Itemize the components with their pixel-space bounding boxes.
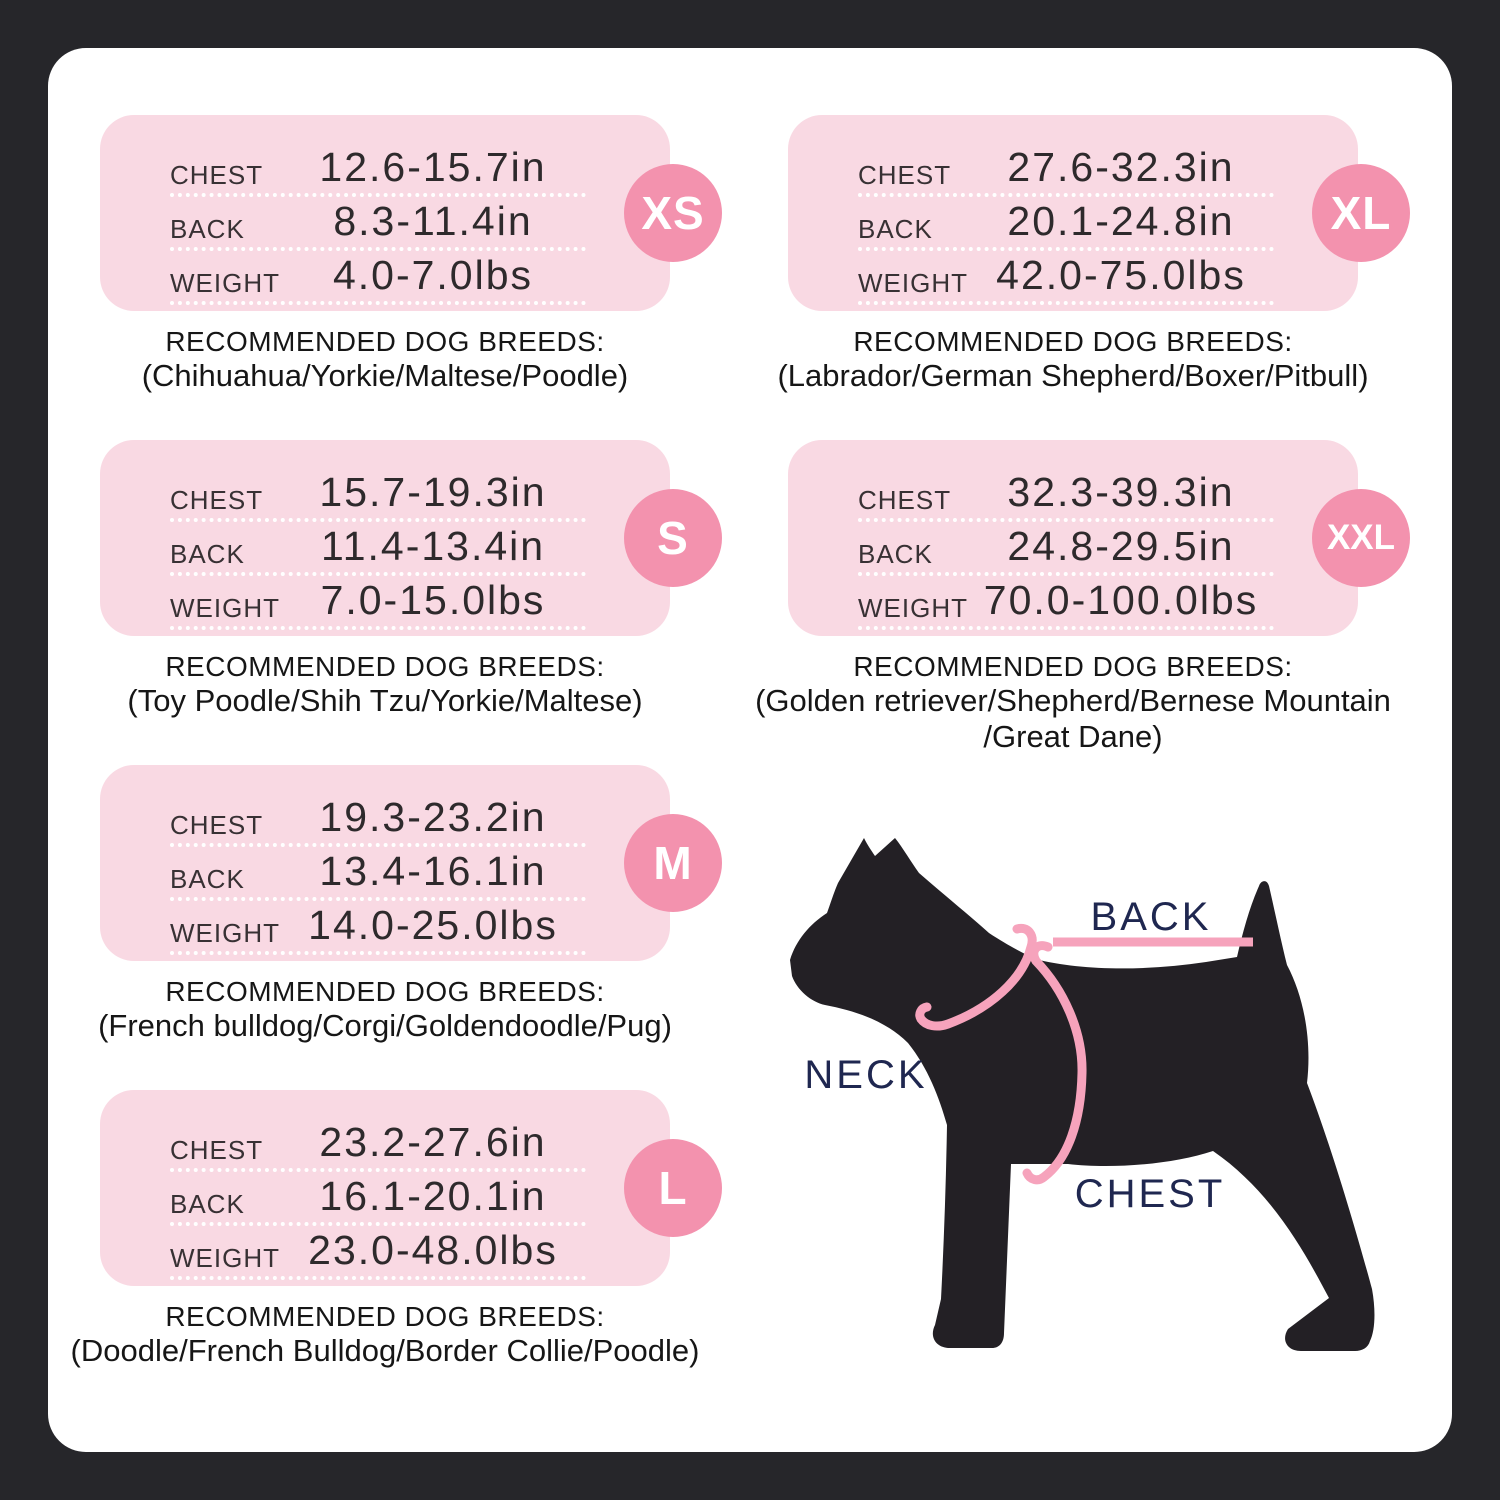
back-label: BACK bbox=[858, 214, 933, 244]
measure-row-chest: CHEST 15.7-19.3in bbox=[170, 468, 586, 522]
breeds-heading: RECOMMENDED DOG BREEDS: bbox=[853, 651, 1293, 682]
back-label: BACK bbox=[170, 1189, 245, 1219]
back-value: 20.1-24.8in bbox=[1007, 198, 1235, 244]
chest-label: CHEST bbox=[858, 485, 952, 515]
measure-row-chest: CHEST 12.6-15.7in bbox=[170, 143, 586, 197]
breeds-list: (Chihuahua/Yorkie/Maltese/Poodle) bbox=[141, 358, 629, 393]
measure-row-back: BACK 13.4-16.1in bbox=[170, 847, 586, 901]
weight-value: 42.0-75.0lbs bbox=[996, 252, 1246, 298]
measure-row-chest: CHEST 19.3-23.2in bbox=[170, 793, 586, 847]
back-label: BACK bbox=[170, 864, 245, 894]
measure-row-weight: WEIGHT 70.0-100.0lbs bbox=[858, 576, 1274, 630]
breeds-list: (Doodle/French Bulldog/Border Collie/Poo… bbox=[70, 1333, 700, 1368]
measure-row-back: BACK 20.1-24.8in bbox=[858, 197, 1274, 251]
size-group-m: CHEST 19.3-23.2in BACK 13.4-16.1in WEIGH… bbox=[98, 765, 722, 1044]
size-card-xs: CHEST 12.6-15.7in BACK 8.3-11.4in WEIGHT… bbox=[100, 115, 722, 311]
chest-value: 15.7-19.3in bbox=[319, 469, 547, 515]
measure-row-chest: CHEST 23.2-27.6in bbox=[170, 1118, 586, 1172]
chest-label: CHEST bbox=[170, 485, 264, 515]
breeds-list: (Toy Poodle/Shih Tzu/Yorkie/Maltese) bbox=[127, 683, 643, 718]
back-label: BACK bbox=[858, 539, 933, 569]
measure-row-back: BACK 8.3-11.4in bbox=[170, 197, 586, 251]
weight-label: WEIGHT bbox=[858, 593, 968, 623]
size-card-xl: CHEST 27.6-32.3in BACK 20.1-24.8in WEIGH… bbox=[788, 115, 1410, 311]
chest-value: 27.6-32.3in bbox=[1007, 144, 1235, 190]
weight-label: WEIGHT bbox=[170, 918, 280, 948]
back-label: BACK bbox=[170, 214, 245, 244]
back-value: 13.4-16.1in bbox=[319, 848, 547, 894]
breeds-note-xs: RECOMMENDED DOG BREEDS: (Chihuahua/Yorki… bbox=[55, 325, 715, 394]
size-badge-xs: XS bbox=[624, 164, 722, 262]
weight-value: 23.0-48.0lbs bbox=[308, 1227, 558, 1273]
breeds-list: (Labrador/German Shepherd/Boxer/Pitbull) bbox=[777, 358, 1369, 393]
neck-label: NECK bbox=[804, 1053, 927, 1097]
size-card-s: CHEST 15.7-19.3in BACK 11.4-13.4in WEIGH… bbox=[100, 440, 722, 636]
size-group-l: CHEST 23.2-27.6in BACK 16.1-20.1in WEIGH… bbox=[71, 1090, 722, 1369]
measure-row-weight: WEIGHT 14.0-25.0lbs bbox=[170, 901, 586, 955]
size-group-xs: CHEST 12.6-15.7in BACK 8.3-11.4in WEIGHT… bbox=[100, 115, 722, 394]
chest-value: 23.2-27.6in bbox=[319, 1119, 547, 1165]
measure-row-weight: WEIGHT 42.0-75.0lbs bbox=[858, 251, 1274, 305]
breeds-list: (French bulldog/Corgi/Goldendoodle/Pug) bbox=[98, 1008, 672, 1043]
dog-measurement-diagram: BACK NECK CHEST bbox=[790, 838, 1375, 1351]
measure-row-chest: CHEST 32.3-39.3in bbox=[858, 468, 1274, 522]
breeds-note-xxl: RECOMMENDED DOG BREEDS: (Golden retrieve… bbox=[743, 650, 1403, 755]
measure-row-weight: WEIGHT 23.0-48.0lbs bbox=[170, 1226, 586, 1280]
weight-label: WEIGHT bbox=[170, 593, 280, 623]
chest-label: CHEST bbox=[170, 810, 264, 840]
size-badge-s: S bbox=[624, 489, 722, 587]
breeds-note-m: RECOMMENDED DOG BREEDS: (French bulldog/… bbox=[55, 975, 715, 1044]
size-card-xxl: CHEST 32.3-39.3in BACK 24.8-29.5in WEIGH… bbox=[788, 440, 1410, 636]
chest-label: CHEST bbox=[1075, 1172, 1226, 1216]
size-badge-l: L bbox=[624, 1139, 722, 1237]
back-value: 8.3-11.4in bbox=[333, 198, 533, 244]
breeds-heading: RECOMMENDED DOG BREEDS: bbox=[165, 976, 605, 1007]
size-card-m: CHEST 19.3-23.2in BACK 13.4-16.1in WEIGH… bbox=[100, 765, 722, 961]
back-label: BACK bbox=[1091, 895, 1212, 939]
chest-measure-line bbox=[1022, 941, 1087, 1185]
size-chart-sheet: CHEST 12.6-15.7in BACK 8.3-11.4in WEIGHT… bbox=[48, 48, 1452, 1452]
size-card-l: CHEST 23.2-27.6in BACK 16.1-20.1in WEIGH… bbox=[100, 1090, 722, 1286]
weight-value: 7.0-15.0lbs bbox=[320, 577, 546, 623]
size-group-xxl: CHEST 32.3-39.3in BACK 24.8-29.5in WEIGH… bbox=[755, 440, 1410, 755]
weight-label: WEIGHT bbox=[170, 268, 280, 298]
size-group-xl: CHEST 27.6-32.3in BACK 20.1-24.8in WEIGH… bbox=[777, 115, 1410, 394]
measure-row-back: BACK 24.8-29.5in bbox=[858, 522, 1274, 576]
size-badge-xl: XL bbox=[1312, 164, 1410, 262]
back-label: BACK bbox=[170, 539, 245, 569]
measure-row-back: BACK 11.4-13.4in bbox=[170, 522, 586, 576]
neck-measure-line bbox=[915, 923, 1037, 1031]
measure-row-weight: WEIGHT 4.0-7.0lbs bbox=[170, 251, 586, 305]
back-value: 11.4-13.4in bbox=[320, 523, 546, 569]
weight-value: 14.0-25.0lbs bbox=[308, 902, 558, 948]
breeds-note-s: RECOMMENDED DOG BREEDS: (Toy Poodle/Shih… bbox=[55, 650, 715, 719]
chest-label: CHEST bbox=[170, 1135, 264, 1165]
chest-label: CHEST bbox=[170, 160, 264, 190]
back-value: 24.8-29.5in bbox=[1007, 523, 1235, 569]
breeds-heading: RECOMMENDED DOG BREEDS: bbox=[853, 326, 1293, 357]
weight-value: 4.0-7.0lbs bbox=[332, 252, 534, 298]
breeds-heading: RECOMMENDED DOG BREEDS: bbox=[165, 1301, 605, 1332]
size-group-s: CHEST 15.7-19.3in BACK 11.4-13.4in WEIGH… bbox=[100, 440, 722, 719]
breeds-heading: RECOMMENDED DOG BREEDS: bbox=[165, 651, 605, 682]
breeds-note-xl: RECOMMENDED DOG BREEDS: (Labrador/German… bbox=[743, 325, 1403, 394]
weight-value: 70.0-100.0lbs bbox=[983, 577, 1259, 623]
measure-row-back: BACK 16.1-20.1in bbox=[170, 1172, 586, 1226]
measure-row-weight: WEIGHT 7.0-15.0lbs bbox=[170, 576, 586, 630]
breeds-heading: RECOMMENDED DOG BREEDS: bbox=[165, 326, 605, 357]
breeds-note-l: RECOMMENDED DOG BREEDS: (Doodle/French B… bbox=[55, 1300, 715, 1369]
chest-label: CHEST bbox=[858, 160, 952, 190]
back-value: 16.1-20.1in bbox=[319, 1173, 547, 1219]
measure-row-chest: CHEST 27.6-32.3in bbox=[858, 143, 1274, 197]
chest-value: 12.6-15.7in bbox=[319, 144, 547, 190]
weight-label: WEIGHT bbox=[170, 1243, 280, 1273]
chest-value: 19.3-23.2in bbox=[319, 794, 547, 840]
chest-value: 32.3-39.3in bbox=[1007, 469, 1235, 515]
weight-label: WEIGHT bbox=[858, 268, 968, 298]
size-badge-xxl: XXL bbox=[1312, 489, 1410, 587]
breeds-list: (Golden retriever/Shepherd/Bernese Mount… bbox=[755, 683, 1391, 754]
size-badge-m: M bbox=[624, 814, 722, 912]
